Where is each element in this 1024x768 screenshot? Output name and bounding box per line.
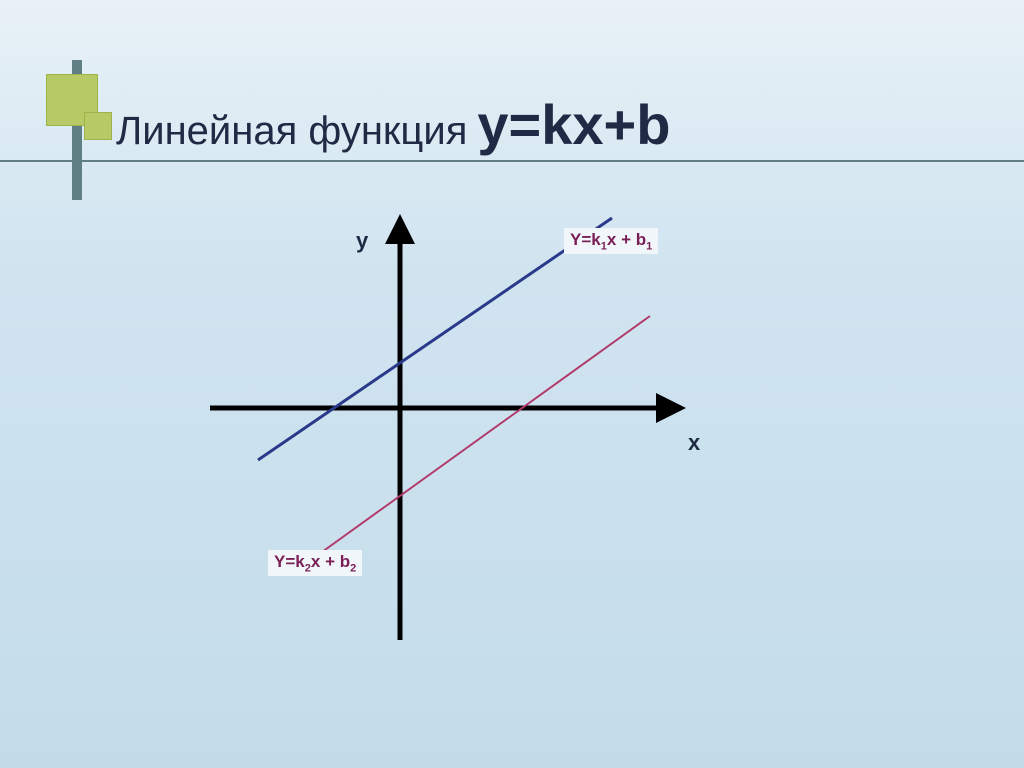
- y-axis-label: y: [356, 228, 368, 254]
- chart-line-1: [258, 218, 612, 460]
- slide: Линейная функция y=kx+b y x Y=k1x + b1 Y…: [0, 0, 1024, 768]
- line2-label: Y=k2x + b2: [268, 550, 362, 576]
- line1-label: Y=k1x + b1: [564, 228, 658, 254]
- chart-line-2: [322, 316, 650, 552]
- linear-function-chart: [0, 0, 1024, 768]
- x-axis-label: x: [688, 430, 700, 456]
